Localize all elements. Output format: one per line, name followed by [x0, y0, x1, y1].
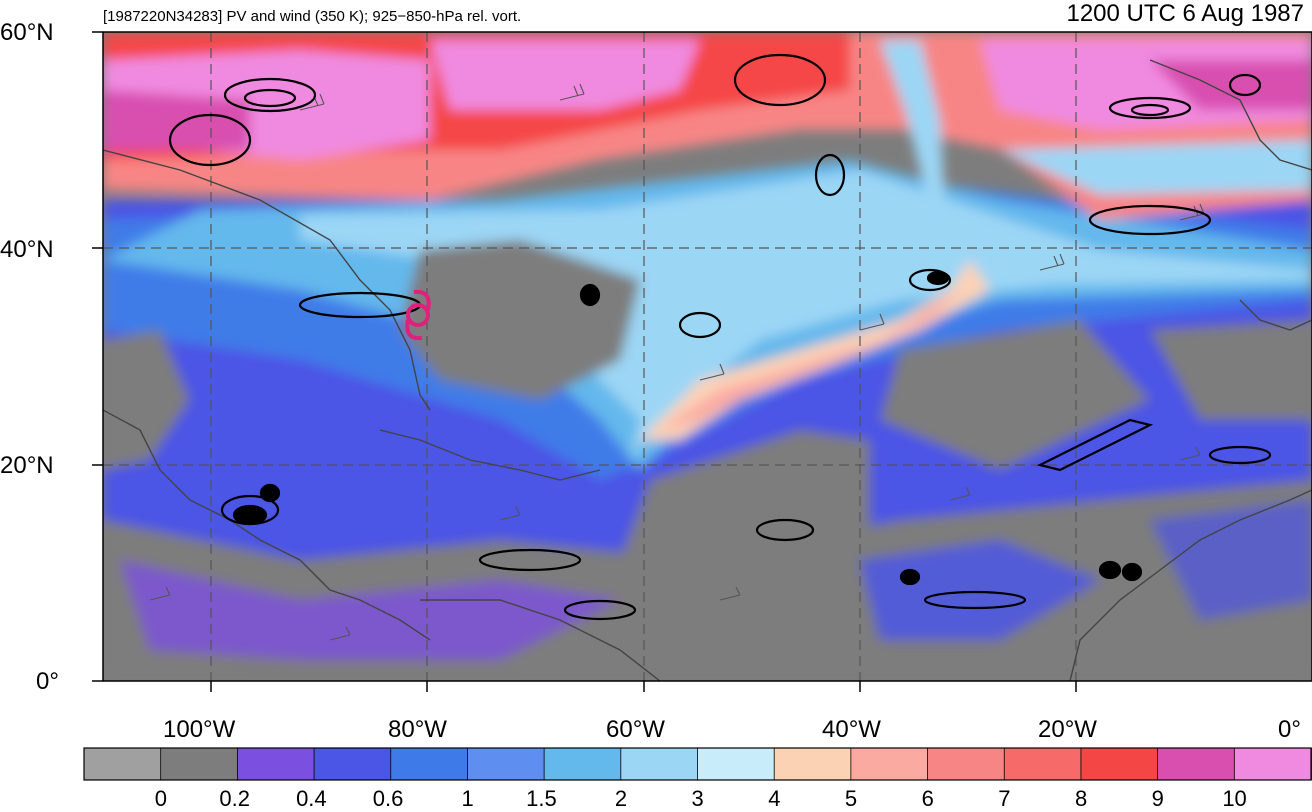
lat-label-40n: 40°N	[0, 236, 54, 263]
colorbar-cell	[1157, 747, 1236, 781]
graticule	[103, 32, 1312, 681]
colorbar-cell	[773, 747, 852, 781]
pv-field	[103, 32, 1312, 681]
colorbar-cell	[1003, 747, 1082, 781]
lat-label-0: 0°	[36, 668, 59, 695]
colorbar-cell	[1233, 747, 1312, 781]
colorbar-label: 0.6	[372, 786, 404, 811]
colorbar-label: 8	[1074, 786, 1088, 811]
colorbar-cell	[927, 747, 1006, 781]
colorbar-label: 1	[461, 786, 474, 811]
colorbar-label: 2	[614, 786, 628, 811]
lon-label-20w: 20°W	[1038, 716, 1097, 743]
colorbar-cell	[620, 747, 699, 781]
map-subtitle: [1987220N34283] PV and wind (350 K); 925…	[103, 8, 522, 25]
colorbar-cell	[236, 747, 315, 781]
colorbar-label: 9	[1151, 786, 1164, 811]
colorbar-label: 7	[998, 786, 1011, 811]
colorbar-cells	[83, 747, 1312, 781]
lat-label-60n: 60°N	[0, 19, 54, 46]
vorticity-contours	[168, 53, 1272, 621]
colorbar-cell	[1080, 747, 1159, 781]
colorbar-label: 0.2	[219, 786, 250, 811]
storm-symbol	[405, 289, 431, 341]
colorbar-label: 4	[768, 786, 781, 811]
map-time-label: 1200 UTC 6 Aug 1987	[1066, 0, 1304, 27]
colorbar-label: 3	[691, 786, 704, 811]
lon-label-60w: 60°W	[606, 716, 665, 743]
map-frame	[102, 31, 1312, 682]
lon-label-0: 0°	[1278, 716, 1301, 743]
colorbar-cell	[313, 747, 392, 781]
colorbar-cell	[467, 747, 546, 781]
colorbar-label: 10	[1222, 786, 1247, 811]
lat-label-20n: 20°N	[0, 452, 54, 479]
colorbar-cell	[83, 747, 162, 781]
lon-label-100w: 100°W	[163, 716, 236, 743]
colorbar-label: 0.4	[296, 786, 327, 811]
colorbar-label: 1.5	[526, 786, 557, 811]
lon-label-40w: 40°W	[822, 716, 881, 743]
colorbar-cell	[160, 747, 239, 781]
colorbar-frame	[83, 747, 1312, 781]
coastlines	[103, 59, 1312, 681]
colorbar-label: 5	[844, 786, 858, 811]
colorbar-cell	[390, 747, 469, 781]
colorbar-cell	[543, 747, 622, 781]
colorbar-label: 6	[921, 786, 934, 811]
lon-label-80w: 80°W	[388, 716, 447, 743]
colorbar-cell	[850, 747, 929, 781]
axis-ticks	[92, 31, 1077, 692]
colorbar-cell	[697, 747, 776, 781]
colorbar-label: 0	[154, 786, 167, 811]
